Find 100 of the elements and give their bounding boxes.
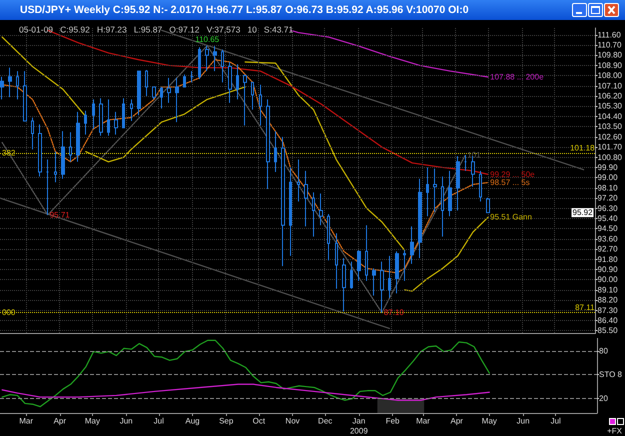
candlestick: [198, 46, 201, 80]
line-series: [404, 216, 489, 292]
annotation: 101: [467, 150, 482, 160]
y-tick-label: 93.60: [598, 234, 618, 244]
y-tick-label: 99.90: [598, 162, 618, 172]
x-tick-label: Jun: [516, 416, 530, 426]
candlestick: [259, 84, 262, 126]
candlestick: [418, 178, 422, 259]
candlestick: [107, 98, 110, 136]
candlestick: [426, 166, 429, 217]
y-tick-label: 102.60: [598, 132, 623, 142]
candlestick: [167, 77, 171, 104]
x-tick-label: Apr: [54, 416, 66, 426]
candlestick: [152, 86, 156, 100]
x-tick-label: May: [482, 416, 497, 426]
candlestick: [403, 250, 406, 282]
candlestick: [69, 132, 72, 162]
annotation: 382: [2, 148, 16, 158]
candlestick: [448, 170, 452, 217]
y-tick-label: 111.60: [598, 30, 622, 40]
candlestick: [190, 70, 194, 83]
candlestick: [289, 166, 292, 256]
y-tick-label: 107.10: [598, 81, 623, 90]
y-tick-label: 90.90: [598, 265, 618, 274]
candlestick: [213, 46, 217, 72]
x-tick-label: Apr: [450, 416, 464, 426]
y-tick-label: 96.30: [598, 204, 618, 213]
y-tick-label: 97.20: [598, 194, 618, 203]
y-tick-label: 88.20: [598, 296, 618, 305]
y-tick-label: 86.40: [598, 316, 618, 326]
annotation: 95.71: [50, 210, 70, 220]
candlestick: [274, 130, 277, 172]
annotation: 87.10: [384, 308, 404, 318]
line-series: [85, 86, 246, 162]
candlestick: [312, 192, 315, 238]
chart-title: USD/JPY+ Weekly C:95.92 N:- 2.0170 H:96.77 L:95.87 O:96.73 B:95.92 A:95.96 V:10070 OI:0: [20, 3, 469, 18]
annotation: 107.88 ... 200e: [490, 72, 544, 82]
candlestick: [46, 159, 49, 216]
y-tick-label: 109.80: [598, 50, 623, 60]
candlestick: [464, 154, 467, 172]
y-tick-label: 95.40: [598, 214, 618, 223]
candlestick: [23, 70, 27, 122]
y-tick-label: 108.00: [598, 71, 623, 80]
candlestick: [479, 170, 482, 202]
x-tick-label: Jul: [154, 416, 164, 426]
candlestick: [342, 258, 346, 312]
candlestick: [281, 136, 285, 267]
line-series: [2, 340, 490, 408]
candlestick: [456, 156, 460, 212]
candlestick: [410, 226, 414, 264]
ref-line-label: 87.11: [575, 302, 596, 312]
candlestick: [137, 70, 141, 116]
x-tick-label: Mar: [19, 416, 34, 426]
annotation: 110.65: [195, 35, 220, 44]
annotation: 98.57 ... 5s: [490, 178, 530, 188]
candlestick: [8, 67, 12, 98]
candlestick: [16, 70, 19, 100]
candlestick: [433, 168, 437, 212]
candlestick: [31, 117, 34, 150]
candlestick: [92, 98, 95, 130]
x-tick-label: Aug: [185, 416, 200, 426]
candlestick: [350, 261, 353, 290]
candlestick: [319, 193, 323, 226]
y-tick-label: 99.00: [598, 173, 618, 182]
candlestick: [304, 170, 308, 227]
candlestick: [175, 77, 179, 123]
ref-line-label: 101.18: [570, 143, 596, 152]
y-tick-label: 101.70: [598, 142, 623, 152]
x-tick-label: Feb: [386, 416, 400, 426]
line-series: [2, 36, 86, 118]
y-tick-label: 20: [599, 394, 608, 404]
candlestick: [266, 98, 270, 190]
y-tick-label: STO 8: [599, 370, 623, 380]
annotation: 99.29 ... 50e: [490, 170, 536, 179]
x-tick-label: Nov: [285, 416, 300, 426]
candlestick: [251, 82, 254, 110]
candlestick: [395, 250, 399, 294]
y-tick-label: 92.70: [598, 244, 618, 254]
candlestick: [76, 111, 80, 162]
candlestick: [160, 86, 163, 109]
candlestick: [297, 159, 300, 202]
y-tick-label: 94.50: [598, 224, 618, 234]
y-tick-label: 89.10: [598, 285, 618, 294]
candlestick: [84, 110, 87, 136]
y-tick-label: 108.90: [598, 60, 623, 70]
candlestick: [380, 261, 384, 314]
y-tick-label: 105.30: [598, 102, 623, 111]
candlestick: [372, 268, 376, 296]
candlestick: [441, 176, 444, 238]
candlestick: [236, 64, 239, 100]
line-series: [2, 59, 489, 274]
candlestick: [365, 224, 368, 282]
line-series: [244, 61, 406, 251]
candlestick: [122, 98, 125, 128]
candlestick: [54, 151, 57, 183]
annotation: 95.92: [572, 208, 594, 218]
y-tick-label: 87.30: [598, 306, 618, 315]
candlestick: [228, 62, 232, 104]
candlestick: [183, 74, 186, 88]
candlestick: [243, 74, 247, 126]
